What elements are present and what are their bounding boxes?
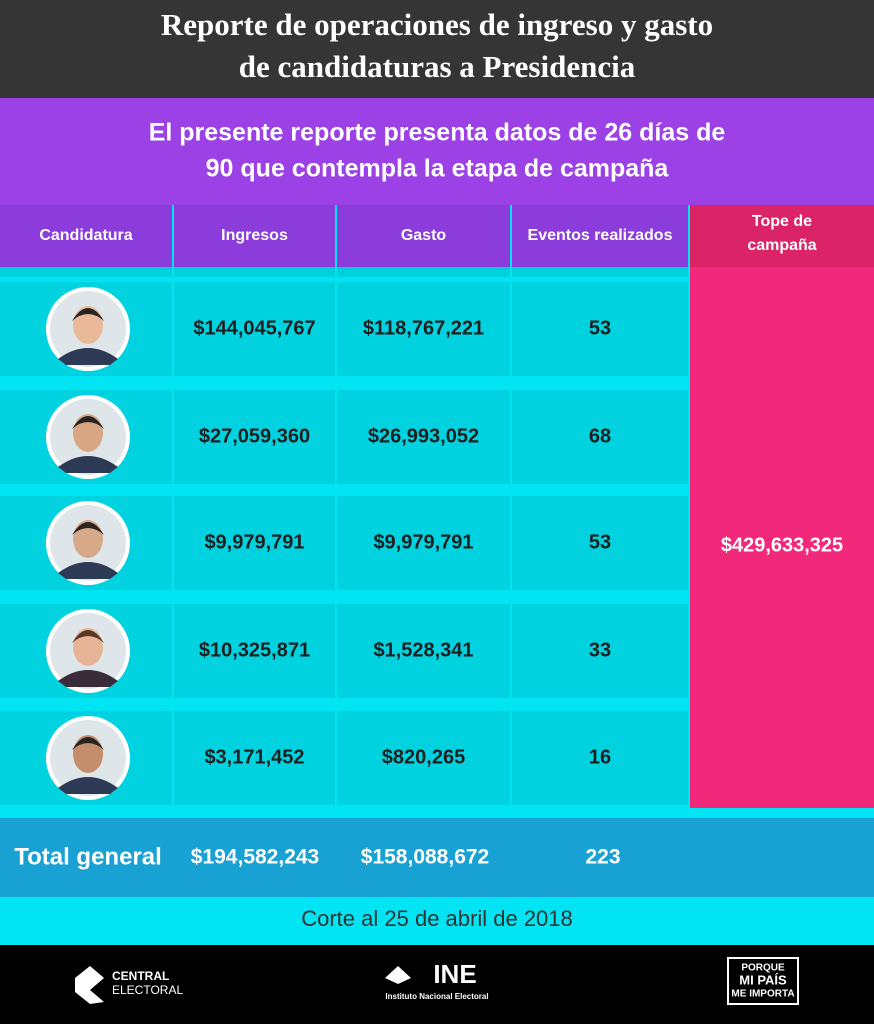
logo-right-text: MI PAÍS [739,972,787,987]
header-strip [512,267,688,277]
table-cell [512,282,688,376]
header-strip [337,267,510,277]
logo-right-text: PORQUE [741,963,785,974]
cutoff-note: Corte al 25 de abril de 2018 [301,906,573,931]
cap-header-text: campaña [747,237,816,254]
subtitle-band [0,98,874,205]
cell-value: $10,325,871 [199,639,310,661]
title: de candidaturas a Presidencia [239,49,636,84]
header-strip [174,267,335,277]
column-header: Gasto [401,227,447,244]
table-cell [174,604,335,698]
table-cell [512,390,688,484]
cell-value: 16 [589,746,611,768]
column-header: Ingresos [221,227,288,244]
cell-value: $144,045,767 [193,317,315,339]
title: Reporte de operaciones de ingreso y gast… [161,7,713,42]
photo-body [58,777,118,794]
photo-hair [72,308,104,321]
cap-header [690,205,874,267]
header-cell [512,205,688,267]
photo-hair [72,630,104,643]
photo-body [58,348,118,365]
header-strip [0,267,172,277]
photo-body [58,456,118,473]
subtitle: 90 que contempla la etapa de campaña [206,155,670,183]
cell-value: $1,528,341 [373,639,473,661]
logo-left-text: CENTRAL [112,969,169,983]
logo-right-frame [727,957,799,1005]
column-header: Candidatura [39,227,132,244]
central-logo-mark [75,966,104,1004]
total-cell: 223 [585,846,620,869]
header-cell [0,205,172,267]
cell-value: 53 [589,317,611,339]
photo-hair [72,416,104,429]
cell-value: 68 [589,425,611,447]
table-cell [337,604,510,698]
photo-hair [72,522,104,535]
cell-value: $9,979,791 [373,531,473,553]
table-cell [174,496,335,590]
table-cell [337,711,510,805]
total-cell: Total general [14,843,162,870]
total-band [0,818,874,897]
logo-left-text: ELECTORAL [112,983,183,997]
cell-value: $820,265 [382,746,465,768]
cell-value: $26,993,052 [368,425,479,447]
table-cell [337,496,510,590]
table-cell [174,282,335,376]
title-band [0,0,874,98]
table-cell [174,711,335,805]
table-cell [512,604,688,698]
photo-hair [72,737,104,750]
photo-body [58,670,118,687]
cell-value: $9,979,791 [204,531,304,553]
header-cell [337,205,510,267]
table-cell [512,496,688,590]
column-header: Eventos realizados [528,227,673,244]
table-cell [337,390,510,484]
total-cell: $158,088,672 [361,846,489,869]
content: Reporte de operaciones de ingreso y gast… [0,7,843,1005]
subtitle: El presente reporte presenta datos de 26… [149,119,726,147]
header-cell [174,205,335,267]
cell-value: 33 [589,639,611,661]
table-cell [174,390,335,484]
photo-body [58,562,118,579]
logo-right-text: ME IMPORTA [731,989,794,1000]
table-cell [337,282,510,376]
total-cell: $194,582,243 [191,846,319,869]
cap-value: $429,633,325 [721,534,843,556]
logo-center-text: INE [433,959,476,989]
cap-header-text: Tope de [752,213,812,230]
cell-value: 53 [589,531,611,553]
cell-value: $118,767,221 [363,317,484,339]
table-cell [512,711,688,805]
logo-center-sub: Instituto Nacional Electoral [385,992,488,1001]
ine-logo-mark [385,966,411,984]
cell-value: $27,059,360 [199,425,310,447]
cap-column [690,205,874,808]
cell-value: $3,171,452 [204,746,304,768]
